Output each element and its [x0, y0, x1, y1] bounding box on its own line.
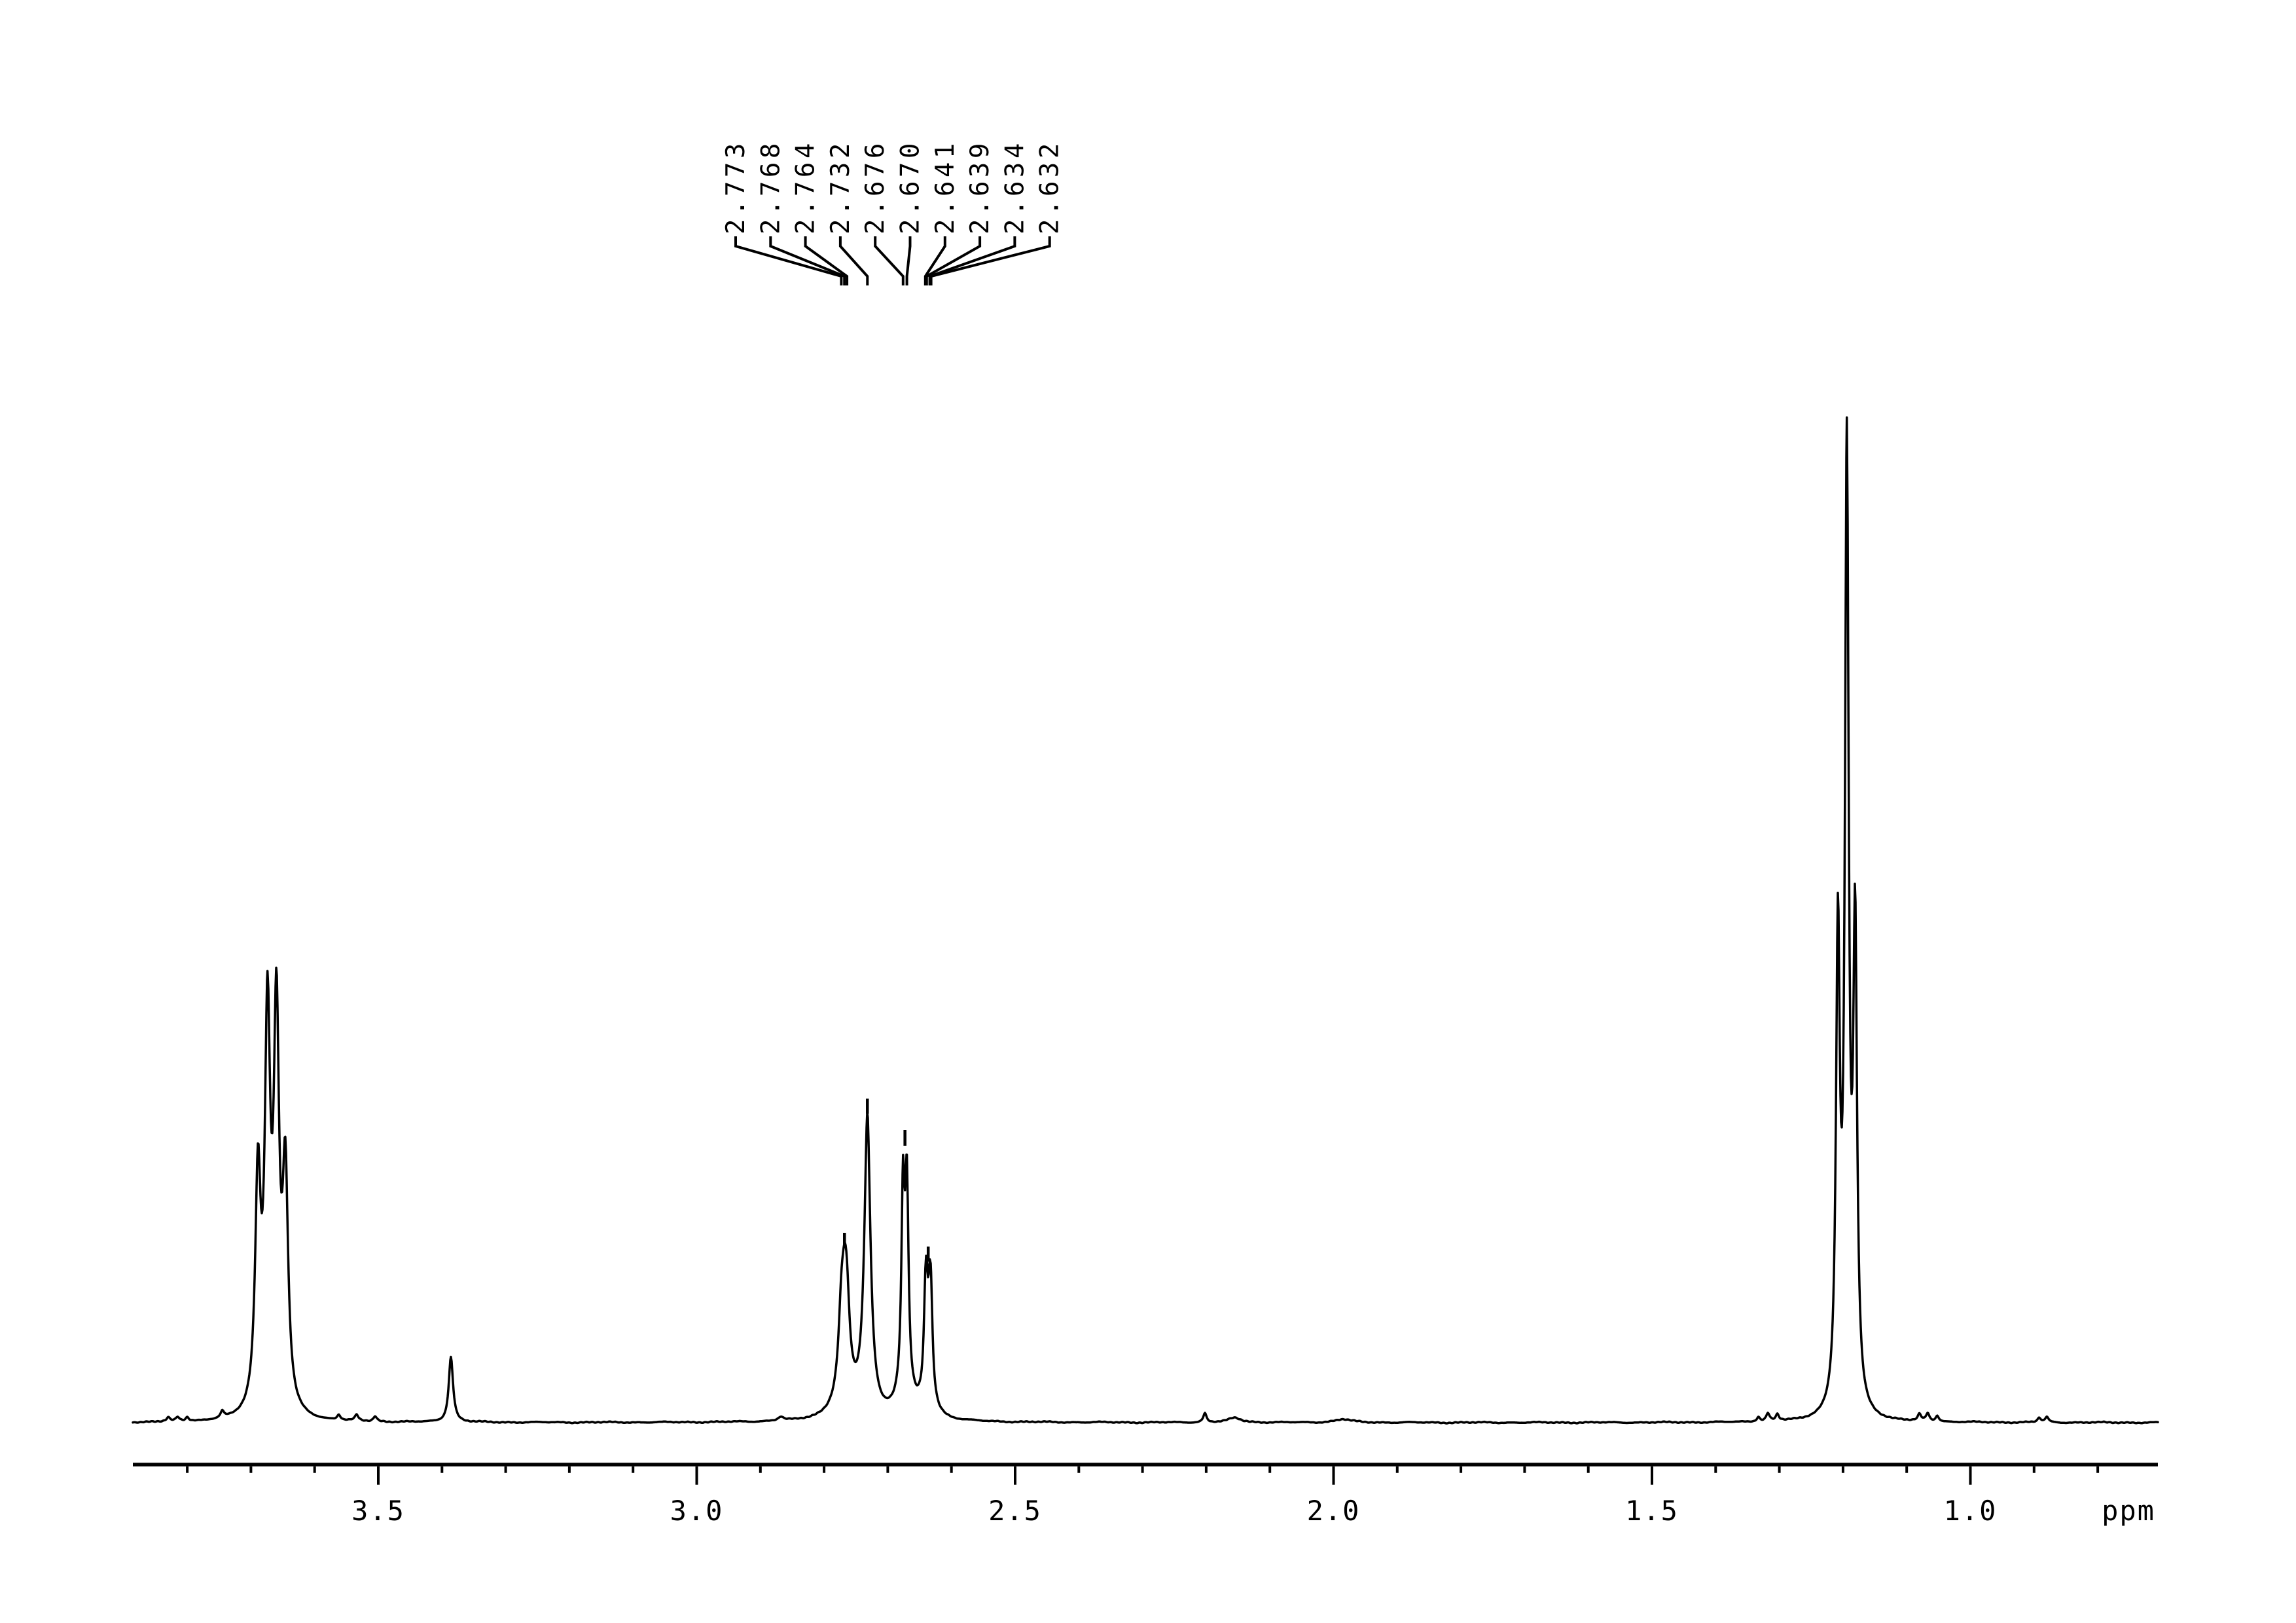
peak-leader-line	[924, 236, 946, 285]
peak-pick-label: 2.773	[721, 139, 751, 234]
tick-label: 1.0	[1944, 1495, 1998, 1527]
tick-label: 2.0	[1307, 1495, 1361, 1527]
peak-pick-label: 2.768	[756, 139, 785, 234]
peak-leader-lines	[734, 236, 1051, 285]
peak-leader-line	[769, 236, 846, 285]
peak-leader-line	[929, 236, 1051, 285]
peak-pick-label: 2.732	[826, 139, 855, 234]
tick-label: 2.5	[988, 1495, 1042, 1527]
peak-pick-label: 2.764	[791, 139, 821, 234]
peak-leader-line	[928, 236, 1016, 285]
peak-leader-line	[734, 236, 843, 285]
ppm-unit-label: ppm	[2102, 1495, 2155, 1527]
peak-pick-label: 2.639	[965, 139, 995, 234]
peak-pick-label: 2.634	[1000, 139, 1030, 234]
peak-pick-label: 2.641	[931, 139, 960, 234]
peak-apex-markers	[842, 1099, 930, 1262]
peak-pick-label: 2.632	[1035, 139, 1065, 234]
tick-label: 3.0	[670, 1495, 724, 1527]
tick-label: 1.5	[1625, 1495, 1679, 1527]
peak-leader-line	[874, 236, 905, 285]
peak-leader-line	[838, 236, 869, 285]
peak-pick-label: 2.670	[896, 139, 925, 234]
spectrum-trace-path	[132, 416, 2159, 1425]
peak-leader-line	[804, 236, 849, 285]
spectrum-trace	[132, 416, 2159, 1425]
x-axis: 3.5 3.0 2.5 2.0 1.5 1.0	[133, 1463, 2158, 1527]
peak-pick-labels: 2.773 2.768 2.764 2.732 2.676 2.670 2.641 2.639…	[721, 139, 1065, 234]
peak-leader-line	[905, 236, 912, 285]
peak-pick-label: 2.676	[861, 139, 890, 234]
tick-label: 3.5	[351, 1495, 405, 1527]
peak-leader-line	[925, 236, 982, 285]
